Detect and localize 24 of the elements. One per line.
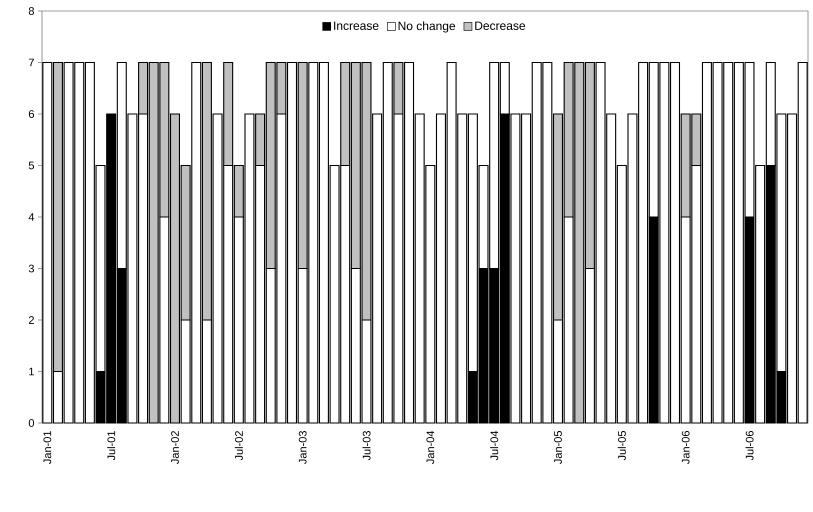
x-tick-label: Jul-05 [618, 430, 626, 460]
x-tick-label: Jan-06 [682, 431, 690, 464]
legend-label: No change [398, 21, 456, 33]
x-tick-label: Jan-01 [43, 431, 52, 464]
legend-label: Increase [334, 22, 378, 30]
x-tick-label: Jul-06 [745, 431, 754, 460]
y-tick-label: 2 [28, 316, 34, 324]
x-tick-label: Jan-04 [426, 430, 434, 464]
y-tick-label: 0 [28, 419, 34, 427]
legend-label: Decrease [475, 22, 526, 30]
y-tick-label: 1 [29, 368, 34, 376]
x-tick-label: Jan-03 [298, 431, 307, 464]
y-tick-label: 5 [28, 162, 34, 170]
x-tick-label: Jul-01 [107, 431, 116, 460]
x-tick-label: Jan-05 [554, 430, 562, 464]
x-tick-label: Jul-04 [490, 430, 498, 460]
x-tick-label: Jul-02 [234, 431, 243, 460]
y-tick-label: 7 [28, 58, 34, 66]
x-tick-label: Jan-02 [171, 431, 179, 464]
y-tick-label: 3 [28, 264, 34, 272]
y-tick-label: 6 [28, 110, 34, 118]
y-tick-label: 8 [28, 7, 34, 15]
x-tick-label: Jul-03 [362, 431, 371, 460]
y-tick-label: 4 [28, 213, 34, 221]
